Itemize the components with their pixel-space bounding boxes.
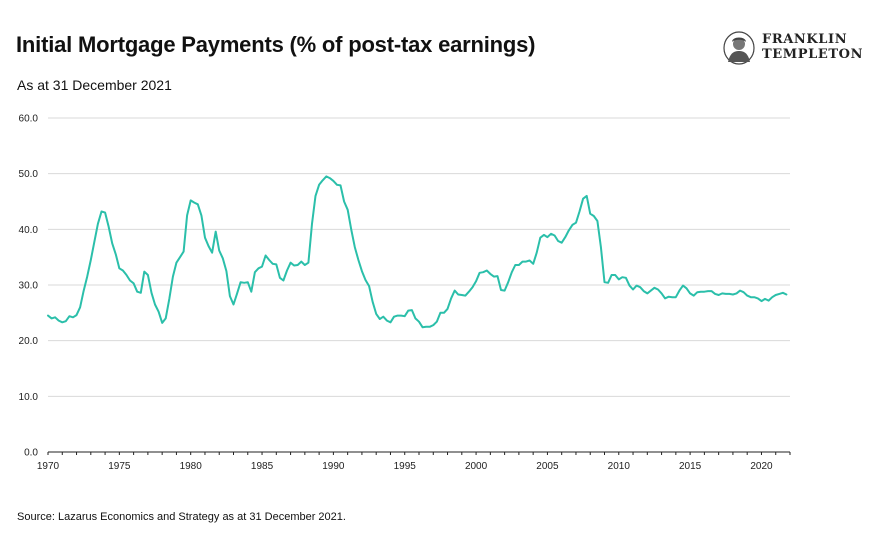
x-tick-label: 2000 [465,461,488,472]
y-tick-label: 0.0 [24,448,38,459]
series-layer [47,175,788,329]
y-tick-label: 20.0 [19,336,39,347]
x-tick-label: 1975 [108,461,131,472]
x-tick-label: 1985 [251,461,274,472]
x-tick-label: 1980 [180,461,203,472]
grid-lines [48,117,790,397]
portrait-icon [723,31,755,65]
page-title: Initial Mortgage Payments (% of post-tax… [16,32,536,57]
source-note: Source: Lazarus Economics and Strategy a… [17,511,346,523]
logo-line-1: FRANKLIN [762,32,848,47]
page-subtitle: As at 31 December 2021 [17,77,172,93]
y-tick-label: 50.0 [19,169,39,180]
y-tick-label: 40.0 [19,225,39,236]
mortgage-line-chart: 0.0 10.0 20.0 30.0 40.0 50.0 60.0 1970 1975 1980… [19,114,791,472]
x-tick-label: 2020 [750,461,773,472]
logo-line-2: TEMPLETON [762,47,864,62]
x-tick-label: 1970 [37,461,60,472]
x-axis: 1970 1975 1980 1985 1990 1995 2000 2005 2010 2015… [37,451,791,472]
y-axis-tick-labels: 0.0 10.0 20.0 30.0 40.0 50.0 60.0 [19,114,39,459]
x-tick-label: 1995 [394,461,417,472]
x-tick-label: 2010 [608,461,631,472]
logo-wordmark: FRANKLIN TEMPLETON [762,32,863,62]
y-tick-label: 60.0 [19,114,39,125]
x-tick-label: 1990 [322,461,345,472]
y-tick-label: 10.0 [19,392,39,403]
franklin-templeton-logo: FRANKLIN TEMPLETON [722,30,867,66]
y-tick-label: 30.0 [19,281,39,292]
series-line [47,175,788,329]
x-tick-label: 2005 [536,461,559,472]
x-tick-label: 2015 [679,461,702,472]
